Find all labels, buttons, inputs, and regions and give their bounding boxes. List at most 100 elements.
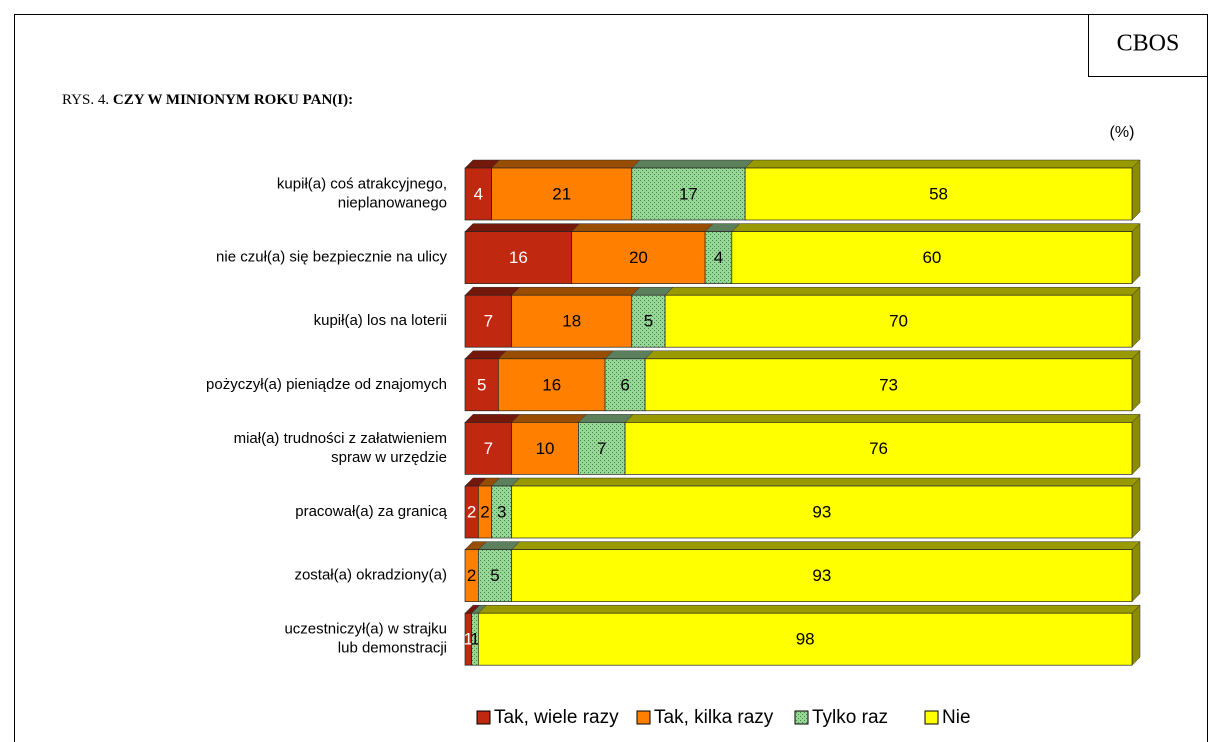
- data-label: 17: [679, 184, 698, 203]
- bar-side: [1131, 286, 1141, 348]
- category-label: kupił(a) los na loterii: [314, 312, 447, 329]
- brand: CBOS: [1117, 31, 1180, 57]
- data-label: 3: [497, 502, 506, 521]
- bar-segment: [464, 294, 513, 348]
- bar-segment: [631, 167, 746, 221]
- data-label: 7: [484, 439, 493, 458]
- legend-label: Tak, wiele razy: [494, 707, 619, 728]
- bar-top: [664, 286, 1141, 296]
- bar-top: [571, 223, 714, 232]
- bar-segment: [644, 358, 1133, 412]
- bar-segment: [464, 231, 573, 284]
- bar-segment: [511, 294, 633, 348]
- bar-top: [464, 286, 521, 296]
- data-label: 58: [929, 184, 948, 203]
- bar-segment: [578, 422, 626, 475]
- bar-segment: [624, 422, 1133, 475]
- data-label: 2: [480, 502, 489, 521]
- category-label: lub demonstracji: [338, 640, 447, 657]
- bar-top: [511, 414, 587, 423]
- bar-top: [464, 223, 581, 232]
- bar-top: [624, 414, 1141, 423]
- bar-segment: [477, 612, 1133, 666]
- category-label: spraw w urzędzie: [331, 449, 447, 466]
- bar-top: [577, 414, 634, 423]
- legend-label: Tak, kilka razy: [654, 707, 774, 728]
- bar-segment: [511, 549, 1133, 602]
- data-label: 7: [484, 312, 493, 331]
- data-label: 93: [812, 566, 831, 585]
- data-label: 18: [562, 312, 581, 331]
- bar-top: [744, 159, 1141, 169]
- data-label: 20: [629, 248, 648, 267]
- figure-label: RYS. 4.: [62, 92, 109, 108]
- bar-segment: [704, 231, 733, 284]
- bar-top: [491, 159, 641, 169]
- bar-top: [497, 350, 614, 360]
- bar-segment: [664, 294, 1133, 348]
- bar-segment: [464, 422, 513, 475]
- bar-segment: [571, 231, 706, 284]
- bar-side: [1131, 604, 1141, 666]
- data-label: 16: [542, 375, 561, 394]
- data-label: 21: [552, 184, 571, 203]
- legend-label: Nie: [942, 707, 971, 728]
- bar-top: [511, 477, 1141, 487]
- data-label: 16: [509, 248, 528, 267]
- data-label: 98: [796, 630, 815, 649]
- legend-label: Tylko raz: [812, 707, 888, 728]
- data-label: 70: [889, 312, 908, 331]
- data-label: 2: [467, 566, 476, 585]
- bar-segment: [731, 231, 1133, 284]
- bar-top: [731, 223, 1141, 232]
- bar-side: [1131, 540, 1141, 603]
- data-label: 7: [597, 439, 606, 458]
- legend-swatch: [794, 710, 809, 725]
- data-label: 1: [470, 630, 479, 649]
- data-label: 10: [536, 439, 555, 458]
- brand-box: [1088, 14, 1208, 77]
- data-label: 4: [714, 248, 723, 267]
- bar-side: [1131, 413, 1141, 476]
- bar-top: [511, 286, 641, 296]
- legend-swatch: [924, 710, 939, 725]
- bar-top: [477, 604, 1141, 614]
- data-label: 93: [812, 502, 831, 521]
- category-label: uczestniczył(a) w strajku: [284, 621, 447, 638]
- data-label: 60: [922, 248, 941, 267]
- bar-top: [631, 159, 754, 169]
- bar-segment: [511, 485, 1133, 539]
- bar-segment: [464, 167, 493, 221]
- frame: [14, 14, 1208, 742]
- data-label: 5: [477, 375, 486, 394]
- data-label: 6: [620, 375, 629, 394]
- data-label: 73: [879, 375, 898, 394]
- legend-swatch: [476, 710, 491, 725]
- data-label: 5: [644, 312, 653, 331]
- bar-side: [1131, 350, 1141, 412]
- bar-segment: [511, 422, 579, 475]
- data-label: 5: [490, 566, 499, 585]
- bar-segment: [498, 358, 606, 412]
- data-label: 76: [869, 439, 888, 458]
- category-label: pożyczył(a) pieniądze od znajomych: [206, 376, 447, 393]
- category-label: nieplanowanego: [338, 194, 447, 211]
- category-label: miał(a) trudności z załatwieniem: [234, 430, 447, 447]
- bar-top: [464, 414, 521, 423]
- bar-top: [511, 541, 1141, 550]
- bar-side: [1131, 159, 1141, 221]
- chart-title: RYS. 4. CZY W MINIONYM ROKU PAN(I):: [62, 92, 353, 108]
- bar-side: [1131, 477, 1141, 539]
- data-label: 2: [467, 502, 476, 521]
- bar-top: [604, 350, 654, 360]
- category-label: kupił(a) coś atrakcyjnego,: [277, 175, 447, 192]
- bar-segment: [744, 167, 1133, 221]
- unit-note: (%): [1110, 124, 1135, 141]
- legend-swatch: [636, 710, 651, 725]
- title: CZY W MINIONYM ROKU PAN(I):: [113, 92, 353, 108]
- bar-side: [1131, 222, 1141, 285]
- data-label: 4: [474, 184, 483, 203]
- category-label: nie czuł(a) się bezpiecznie na ulicy: [216, 249, 447, 266]
- data-label: 1: [464, 630, 473, 649]
